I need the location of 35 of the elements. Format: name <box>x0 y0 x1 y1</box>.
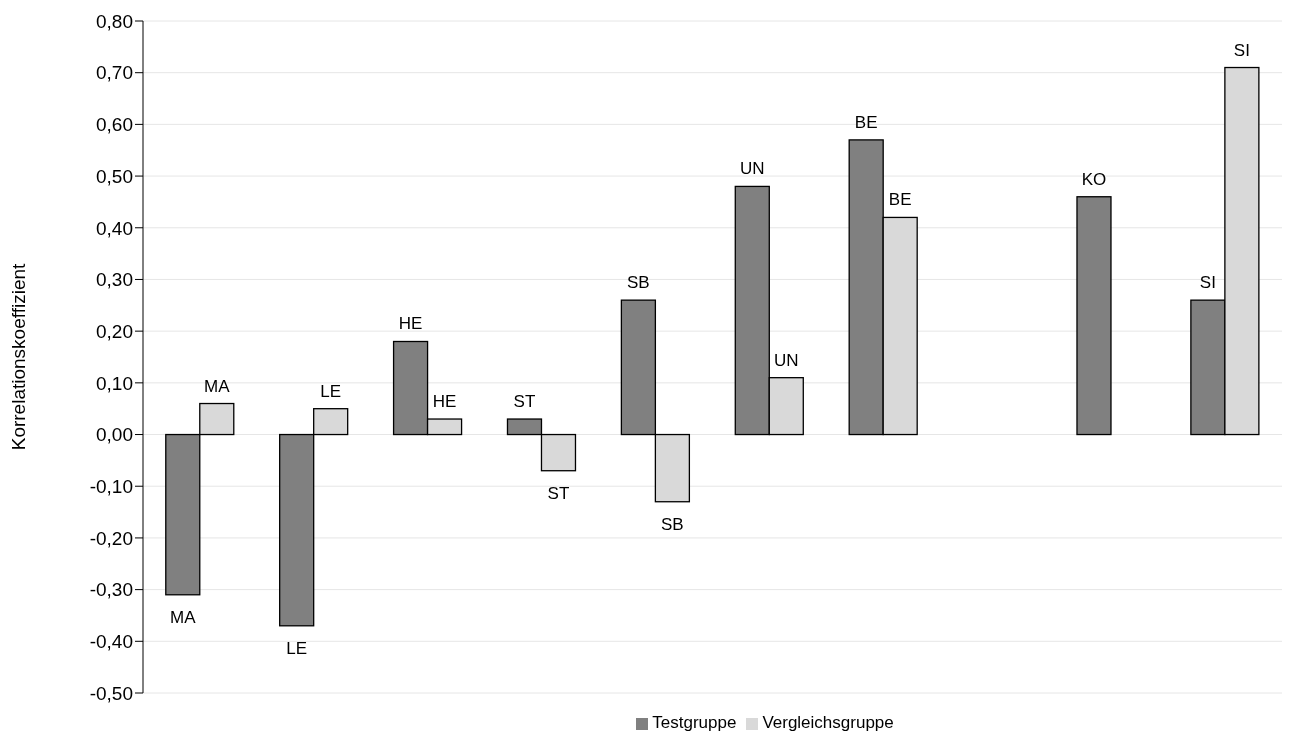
data-label: UN <box>740 159 765 179</box>
y-tick-label: -0,40 <box>89 631 133 653</box>
data-label: SB <box>627 273 650 293</box>
y-tick-label: 0,40 <box>96 217 133 239</box>
y-tick-label: -0,10 <box>89 475 133 497</box>
bar <box>1076 196 1112 436</box>
data-label: MA <box>170 607 197 627</box>
data-label: ST <box>547 483 570 503</box>
y-tick-label: -0,20 <box>89 527 133 549</box>
data-label: HE <box>432 392 457 412</box>
data-label: SI <box>1199 273 1216 293</box>
y-tick-label: 0,00 <box>96 424 133 446</box>
data-label: HE <box>398 314 423 334</box>
data-label: LE <box>286 638 308 658</box>
y-axis-title: Korrelationskoeffizient <box>7 262 29 451</box>
legend-label: Vergleichsgruppe <box>762 713 894 732</box>
y-tick-label: -0,50 <box>89 682 133 704</box>
data-label: KO <box>1081 169 1107 189</box>
data-label: MA <box>204 376 231 396</box>
data-label: ST <box>513 392 536 412</box>
y-tick-label: 0,80 <box>96 10 133 32</box>
legend-label: Testgruppe <box>652 713 737 732</box>
y-tick-label: 0,70 <box>96 62 133 84</box>
data-label: BE <box>888 190 912 210</box>
y-tick-label: -0,30 <box>89 579 133 601</box>
data-label: SB <box>661 514 684 534</box>
y-tick-label: 0,30 <box>96 269 133 291</box>
y-tick-label: 0,60 <box>96 114 133 136</box>
y-tick-label: 0,10 <box>96 372 133 394</box>
data-label: UN <box>774 350 799 370</box>
y-tick-label: 0,20 <box>96 320 133 342</box>
data-label: SI <box>1233 40 1250 60</box>
y-tick-label: 0,50 <box>96 165 133 187</box>
data-label: BE <box>854 112 878 132</box>
data-label: LE <box>320 381 342 401</box>
